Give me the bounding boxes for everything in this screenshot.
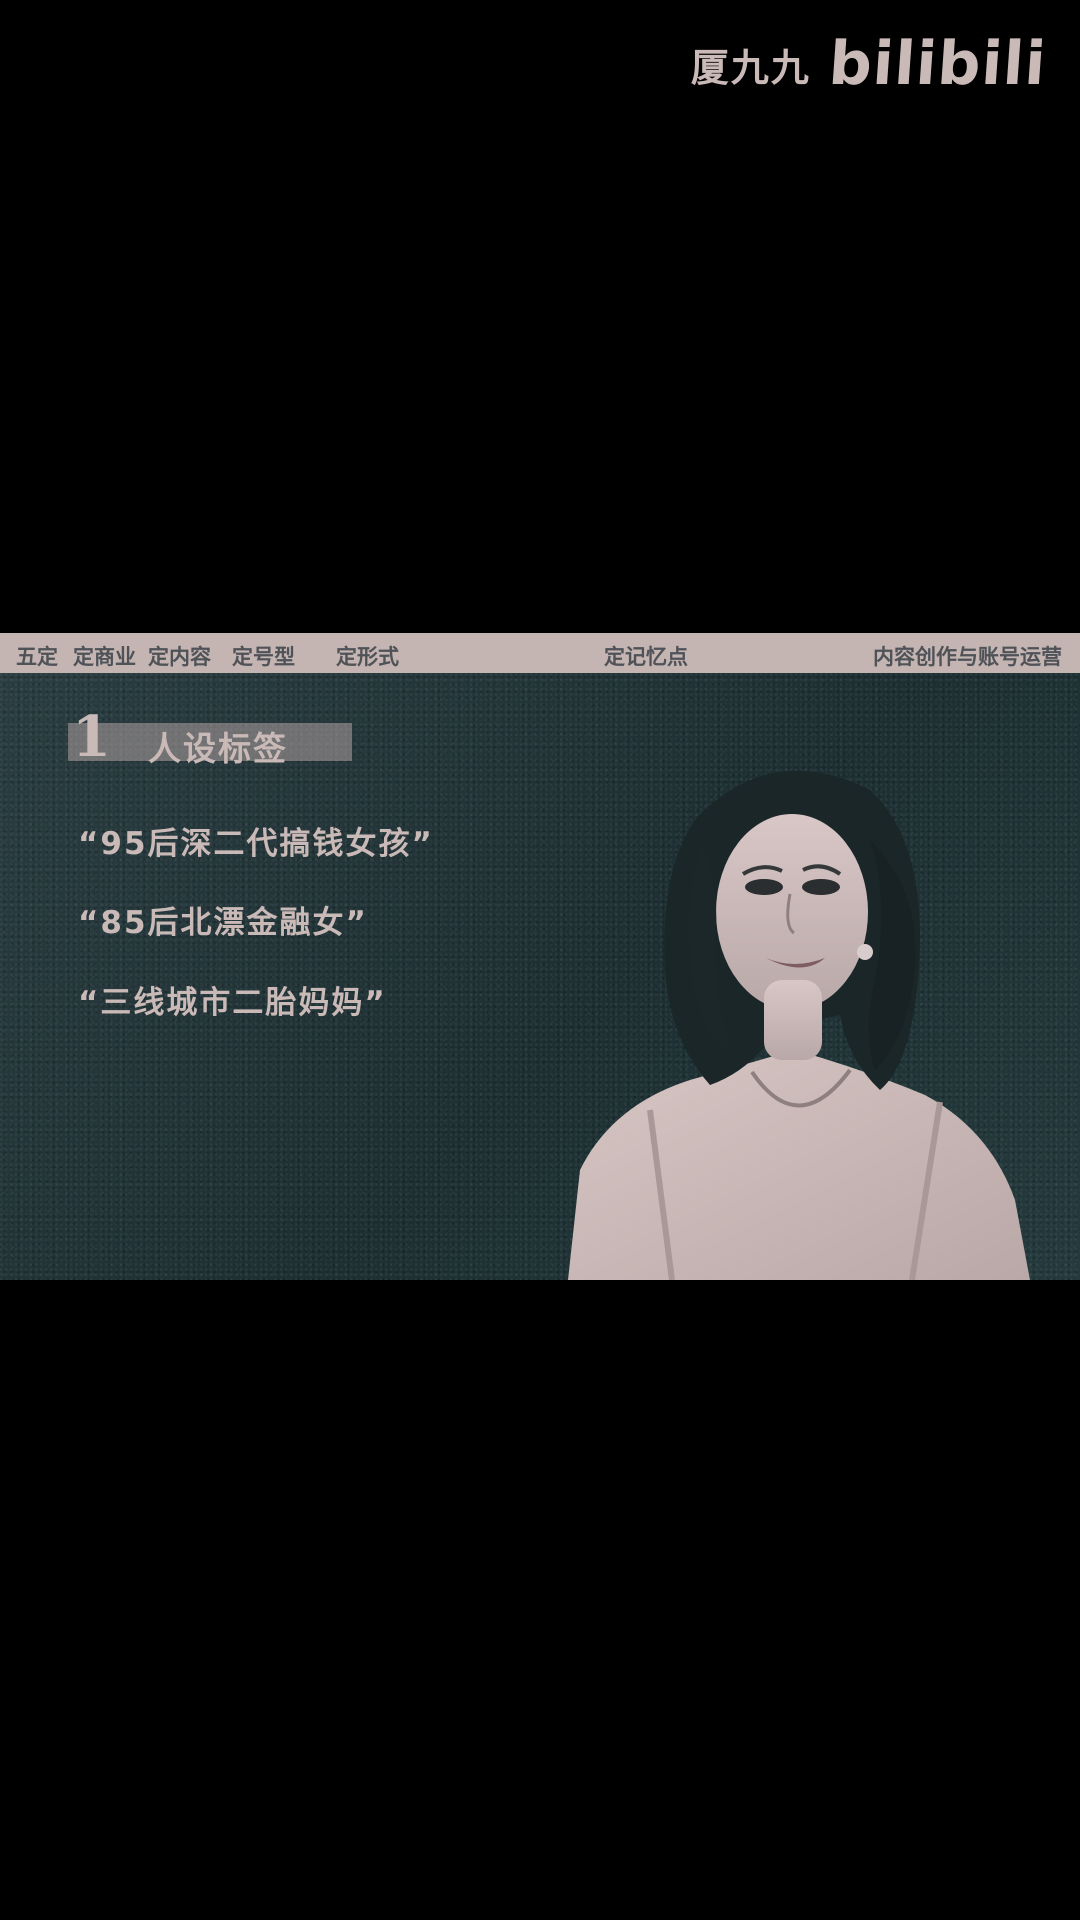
nav-item-dinghaoxing: 定号型 [232, 645, 295, 669]
nav-item-wuding: 五定 [16, 645, 58, 669]
textured-board: 1 人设标签 “95后深二代搞钱女孩” “85后北漂金融女” “三线城市二胎妈妈… [0, 673, 1080, 1280]
video-frame[interactable]: 五定 定商业 定内容 定号型 定形式 定记忆点 内容创作与账号运营 1 人设标签… [0, 633, 1080, 1280]
persona-tag: “三线城市二胎妈妈” [78, 985, 387, 1021]
section-title: 人设标签 [148, 729, 288, 768]
brand-area: 厦九九 bilibili [690, 29, 1049, 99]
section-number: 1 [72, 704, 111, 770]
nav-item-dingshangye: 定商业 [73, 645, 136, 669]
persona-tag: “85后北漂金融女” [78, 905, 368, 941]
nav-item-dingxingshi: 定形式 [336, 645, 399, 669]
uploader-name: 厦九九 [690, 45, 811, 90]
section-heading-bar [68, 723, 352, 761]
nav-item-content-creation: 内容创作与账号运营 [873, 645, 1062, 669]
nav-item-dingneirong: 定内容 [148, 645, 211, 669]
persona-tag: “95后深二代搞钱女孩” [78, 826, 434, 862]
video-top-nav: 五定 定商业 定内容 定号型 定形式 定记忆点 内容创作与账号运营 [0, 633, 1080, 673]
presenter-illustration [568, 770, 1030, 1280]
nav-item-dingjiyidian: 定记忆点 [604, 645, 688, 669]
bilibili-logo: bilibili [826, 29, 1049, 99]
presenter-image [520, 750, 1080, 1280]
